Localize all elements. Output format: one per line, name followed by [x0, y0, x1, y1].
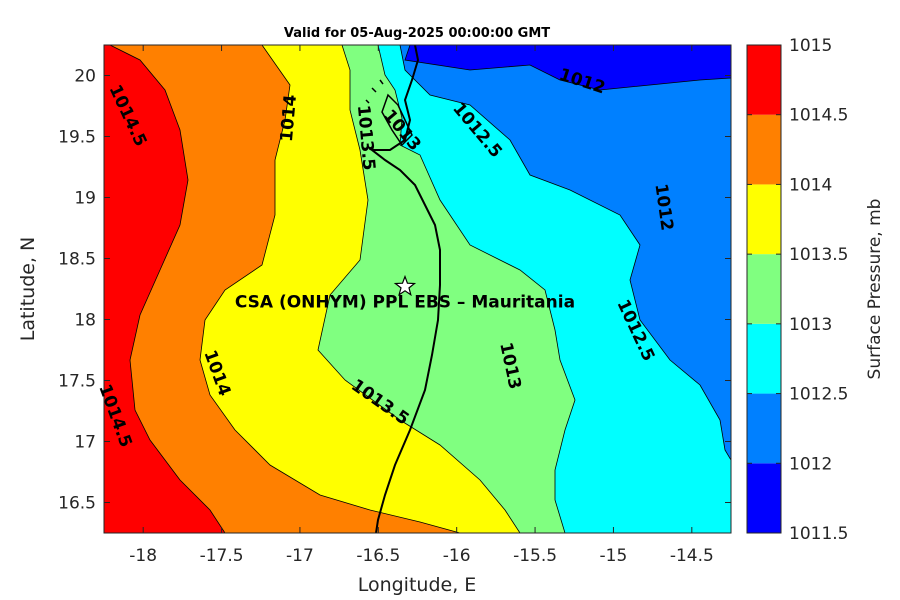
y-axis-ticks: 16.5 17 17.5 18 18.5 19 19.5 20	[58, 67, 731, 514]
y-tick-label: 19	[74, 189, 96, 209]
band-1014-1014.5	[104, 45, 461, 533]
x-tick-label: -15.5	[513, 546, 557, 566]
axes-frame	[103, 44, 732, 534]
y-tick-label: 20	[74, 67, 96, 87]
x-axis-ticks: -18 -17.5 -17 -16.5 -16 -15.5 -15 -14.5	[129, 45, 714, 566]
star-icon	[393, 274, 417, 297]
colorbar-tick-label: 1013.5	[789, 245, 848, 265]
x-axis-label: Longitude, E	[358, 574, 477, 596]
colorbar: 1011.5 1012 1012.5 1013 1013.5 1014 1014.5 1015	[747, 36, 848, 544]
colorbar-tick-label: 1014.5	[789, 106, 848, 126]
band-1014.5-1015	[104, 45, 226, 533]
y-tick-label: 18	[74, 311, 96, 331]
colorbar-segment	[747, 393, 781, 464]
x-tick-label: -14.5	[670, 546, 714, 566]
x-tick-label: -17.5	[200, 546, 244, 566]
colorbar-segment	[747, 463, 781, 533]
colorbar-tick-label: 1011.5	[789, 524, 848, 544]
x-tick-label: -18	[129, 546, 157, 566]
coastline	[369, 45, 441, 533]
y-tick-label: 18.5	[58, 250, 96, 270]
colorbar-segment	[747, 254, 781, 324]
colorbar-segment	[747, 45, 781, 115]
y-tick-label: 17	[74, 433, 96, 453]
colorbar-frame	[746, 44, 782, 534]
site-label: CSA (ONHYM) PPL EBS – Mauritania	[235, 293, 575, 313]
y-tick-label: 19.5	[58, 128, 96, 148]
y-tick-label: 17.5	[58, 372, 96, 392]
y-tick-label: 16.5	[58, 494, 96, 514]
colorbar-tick-label: 1012.5	[789, 385, 848, 405]
y-axis-label: Latitude, N	[17, 237, 39, 342]
chart-title: Valid for 05-Aug-2025 00:00:00 GMT	[284, 26, 550, 41]
colorbar-tick-label: 1012	[789, 454, 832, 474]
colorbar-segment	[747, 184, 781, 255]
x-tick-label: -17	[286, 546, 314, 566]
site-marker: CSA (ONHYM) PPL EBS – Mauritania	[235, 274, 575, 313]
contour-map	[104, 45, 731, 533]
x-tick-label: -16	[443, 546, 471, 566]
colorbar-tick-label: 1014	[789, 175, 832, 195]
contour-label: 1014	[277, 94, 301, 143]
colorbar-tick-label: 1013	[789, 315, 832, 335]
x-tick-label: -15	[600, 546, 628, 566]
colorbar-tick-label: 1015	[789, 36, 832, 56]
colorbar-segment	[747, 323, 781, 394]
colorbar-label: Surface Pressure, mb	[865, 199, 885, 380]
banc-arguin-islands	[365, 79, 413, 147]
colorbar-segment	[747, 114, 781, 185]
x-tick-label: -16.5	[356, 546, 400, 566]
